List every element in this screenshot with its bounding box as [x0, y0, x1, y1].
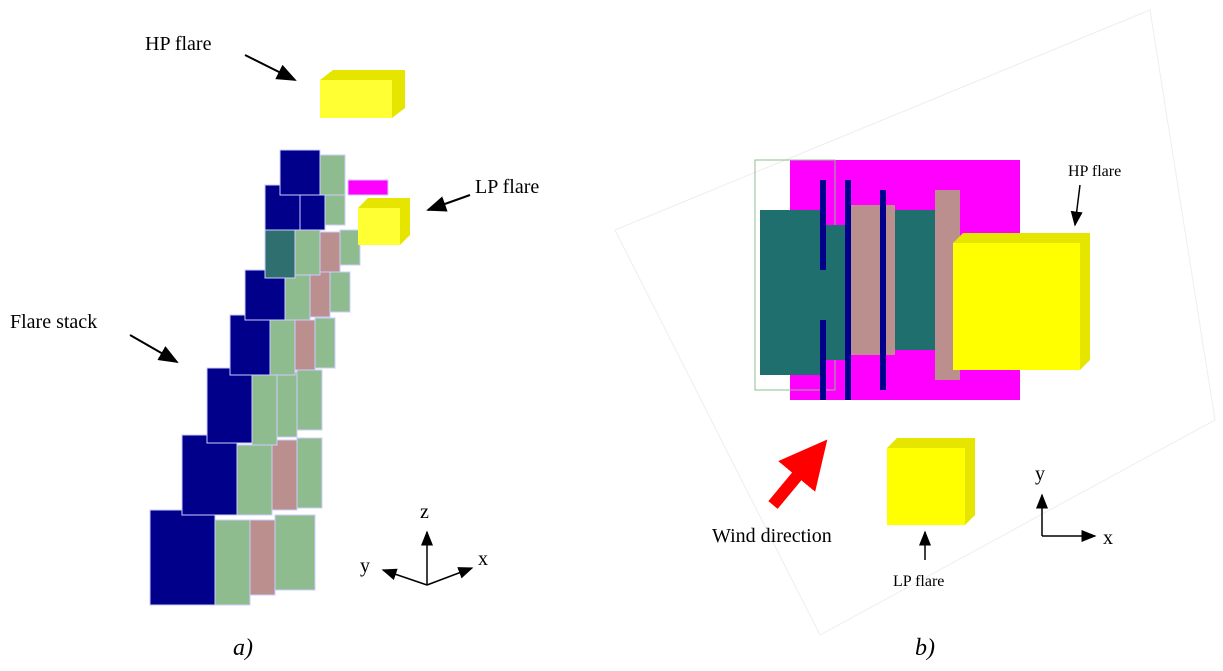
axis-label: y: [360, 555, 370, 577]
axis-label: x: [478, 548, 488, 570]
flare-stack-a: [150, 70, 410, 605]
annotation: LP flare: [475, 176, 539, 198]
axis-label: x: [1103, 527, 1113, 549]
axis-label: y: [1035, 463, 1045, 485]
annotation: LP flare: [893, 573, 944, 590]
axis-label: z: [420, 501, 429, 523]
annotation: Wind direction: [712, 525, 832, 547]
caption: a): [233, 635, 253, 661]
figure: HP flare LP flare Flare stack z y x a) H…: [0, 0, 1223, 671]
caption: b): [915, 635, 935, 661]
annotation: Flare stack: [10, 311, 97, 333]
annotation: HP flare: [145, 33, 212, 55]
annotation: HP flare: [1068, 163, 1121, 180]
